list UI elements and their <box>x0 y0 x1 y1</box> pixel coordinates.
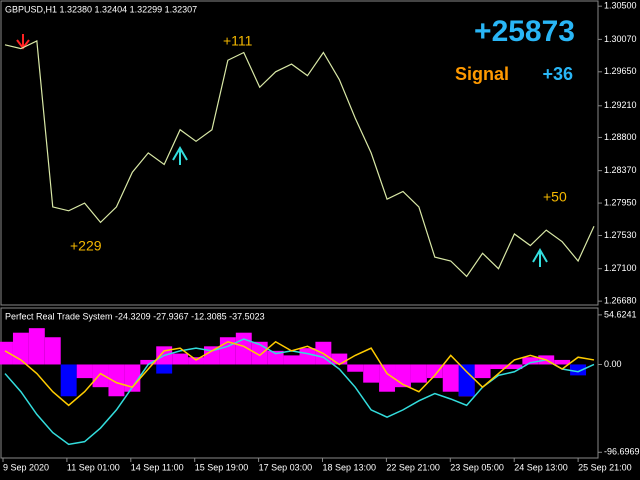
indicator-line <box>4 338 595 446</box>
histogram-bar <box>506 364 523 370</box>
y-tick-label: 1.27100 <box>604 263 637 273</box>
histogram-bar <box>108 364 125 397</box>
histogram-bar <box>426 364 443 379</box>
histogram-bar <box>363 364 380 383</box>
histogram-bar <box>522 357 539 365</box>
y-tick-label: 1.30500 <box>604 1 637 11</box>
histogram-bar <box>172 353 189 365</box>
y-tick-label: 1.28800 <box>604 132 637 142</box>
x-tick-label: 23 Sep 05:00 <box>450 462 504 472</box>
signal-value: +36 <box>542 64 573 84</box>
histogram-bar <box>410 364 427 383</box>
y-tick-label: 1.29650 <box>604 66 637 76</box>
histogram-bar <box>299 348 316 365</box>
price-panel <box>0 0 599 306</box>
buy-arrow <box>532 248 548 267</box>
price-title: GBPUSD,H1 1.32380 1.32404 1.32299 1.3230… <box>5 4 197 14</box>
histogram-bar <box>331 353 348 365</box>
y-tick-label: 1.27950 <box>604 197 637 207</box>
x-tick-label: 11 Sep 01:00 <box>67 462 120 472</box>
signal-label: Signal <box>455 64 509 84</box>
histogram-bar <box>347 364 364 372</box>
histogram-bar <box>12 332 29 365</box>
histogram-bar <box>156 364 173 374</box>
buy-arrow <box>172 146 188 165</box>
y-tick-label: 1.26680 <box>604 296 637 306</box>
y-tick-label: 54.6241 <box>604 309 637 319</box>
y-tick-label: 1.28370 <box>604 165 637 175</box>
y-tick-label: 1.29210 <box>604 100 637 110</box>
histogram-bar <box>235 332 252 365</box>
x-tick-label: 18 Sep 13:00 <box>323 462 377 472</box>
x-tick-label: 25 Sep 21:00 <box>578 462 632 472</box>
x-tick-label: 22 Sep 21:00 <box>386 462 440 472</box>
indicator-panel <box>0 307 599 459</box>
histogram-bar <box>458 364 475 397</box>
histogram-bar <box>442 364 459 392</box>
x-tick-label: 14 Sep 11:00 <box>131 462 184 472</box>
y-tick-label: -96.6969 <box>604 447 640 457</box>
histogram-bar <box>92 364 109 388</box>
trade-profit: +50 <box>543 189 567 205</box>
price-line <box>4 40 595 278</box>
histogram-bar <box>140 359 157 365</box>
y-tick-label: 1.27530 <box>604 230 637 240</box>
x-tick-label: 15 Sep 19:00 <box>195 462 249 472</box>
x-tick-label: 24 Sep 13:00 <box>514 462 568 472</box>
histogram-bar <box>44 337 61 365</box>
x-tick-label: 17 Sep 03:00 <box>259 462 313 472</box>
y-tick-label: 1.30070 <box>604 34 637 44</box>
histogram-bar <box>28 328 45 365</box>
histogram-bar <box>0 341 13 365</box>
x-tick-label: 9 Sep 2020 <box>3 462 49 472</box>
histogram-bar <box>267 350 284 365</box>
histogram-bar <box>570 364 587 376</box>
histogram-bar <box>474 364 491 379</box>
histogram-bar <box>188 357 204 365</box>
histogram-bar <box>554 359 571 365</box>
histogram-bar <box>490 364 507 370</box>
trade-profit: +229 <box>70 238 102 254</box>
histogram-bar <box>124 364 141 392</box>
histogram-bar <box>283 355 300 365</box>
histogram-bar <box>60 364 77 397</box>
trade-profit: +111 <box>223 33 253 49</box>
profit-total: +25873 <box>474 15 575 48</box>
histogram-bar <box>379 364 396 392</box>
y-tick-label: 0.00 <box>604 359 622 369</box>
indicator-title: Perfect Real Trade System -24.3209 -27.9… <box>5 311 265 321</box>
indicator-line <box>4 340 595 407</box>
histogram-bar <box>76 364 93 379</box>
